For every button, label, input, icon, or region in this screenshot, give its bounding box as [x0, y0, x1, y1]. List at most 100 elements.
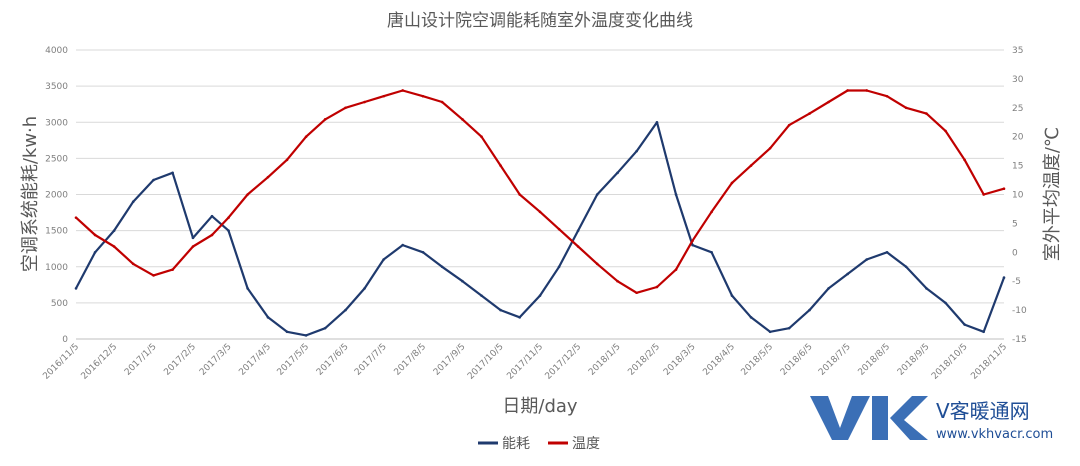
data-point-temperature — [944, 129, 947, 133]
plot-area — [74, 89, 1006, 337]
data-point-temperature — [285, 158, 289, 162]
data-point-energy — [655, 120, 659, 124]
data-point-energy — [538, 294, 542, 297]
data-point-temperature — [401, 89, 405, 92]
left-y-tick: 1500 — [45, 227, 68, 237]
data-point-energy — [382, 258, 385, 261]
data-point-energy — [576, 229, 580, 232]
x-tick: 2017/11/5 — [505, 342, 545, 382]
left-y-tick: 500 — [51, 299, 68, 309]
data-point-temperature — [382, 94, 385, 98]
watermark-brand: V客暖通网 — [936, 399, 1030, 423]
data-point-temperature — [749, 164, 753, 167]
series-line-temperature — [75, 89, 1005, 294]
data-point-temperature — [421, 94, 425, 98]
x-tick: 2018/5/5 — [740, 342, 776, 378]
data-point-temperature — [982, 193, 985, 196]
x-axis-label: 日期/day — [502, 396, 578, 417]
data-point-temperature — [499, 164, 502, 167]
data-point-temperature — [440, 100, 444, 104]
x-tick: 2017/4/5 — [237, 342, 273, 378]
right-y-tick: 35 — [1012, 46, 1023, 56]
data-point-energy — [827, 287, 830, 290]
data-point-energy — [93, 251, 97, 254]
x-tick: 2018/1/5 — [587, 342, 623, 378]
right-y-tick: 0 — [1012, 248, 1018, 258]
data-point-energy — [635, 149, 638, 153]
x-tick: 2017/5/5 — [276, 342, 312, 378]
data-point-temperature — [74, 216, 78, 219]
grid — [76, 49, 1004, 340]
data-point-energy — [363, 287, 366, 290]
data-point-energy — [480, 294, 483, 297]
data-point-energy — [131, 200, 135, 204]
data-point-energy — [74, 287, 78, 290]
right-y-tick: -10 — [1012, 306, 1027, 316]
left-y-tick: 2500 — [45, 154, 68, 164]
x-tick: 2018/8/5 — [857, 342, 893, 378]
data-point-temperature — [210, 233, 214, 237]
data-point-energy — [710, 251, 713, 254]
data-point-energy — [963, 323, 966, 326]
data-point-temperature — [674, 268, 678, 271]
data-point-energy — [112, 229, 116, 232]
data-point-temperature — [538, 210, 542, 214]
x-tick: 2018/4/5 — [701, 342, 737, 378]
data-point-temperature — [557, 227, 561, 231]
data-point-energy — [518, 316, 521, 319]
data-point-temperature — [93, 233, 97, 237]
x-tick: 2017/9/5 — [432, 342, 468, 378]
data-point-temperature — [865, 89, 869, 92]
data-point-energy — [865, 258, 869, 261]
data-point-energy — [1002, 276, 1006, 279]
right-y-tick: 25 — [1012, 104, 1023, 114]
data-point-energy — [674, 193, 678, 196]
legend: 能耗 温度 — [478, 436, 600, 452]
data-point-temperature — [266, 175, 270, 179]
data-point-energy — [210, 214, 214, 218]
data-point-temperature — [635, 291, 638, 295]
x-tick: 2016/11/5 — [41, 342, 81, 382]
data-point-temperature — [827, 100, 830, 104]
data-point-temperature — [963, 158, 966, 162]
data-point-energy — [304, 334, 308, 337]
left-y-axis-label: 空调系统能耗/kw·h — [20, 116, 41, 272]
left-y-tick: 0 — [62, 335, 68, 345]
data-point-temperature — [691, 239, 694, 243]
data-point-temperature — [787, 123, 791, 127]
vk-logo — [810, 396, 928, 440]
data-point-energy — [616, 171, 619, 175]
left-y-tick: 1000 — [45, 263, 68, 273]
data-point-energy — [171, 171, 174, 175]
data-point-temperature — [191, 245, 195, 248]
data-point-energy — [691, 243, 694, 247]
x-tick: 2018/3/5 — [662, 342, 698, 378]
right-y-tick: 20 — [1012, 133, 1024, 143]
data-point-energy — [846, 272, 849, 276]
data-point-energy — [285, 330, 289, 334]
left-y-axis: 0 500 1000 1500 2000 2500 3000 3500 4000 — [45, 46, 68, 345]
left-y-tick: 2000 — [45, 191, 68, 201]
data-point-energy — [266, 316, 270, 319]
data-point-temperature — [131, 262, 135, 266]
data-point-energy — [749, 316, 753, 319]
x-tick: 2017/12/5 — [544, 342, 584, 382]
x-tick: 2017/1/5 — [123, 342, 159, 378]
x-tick: 2017/6/5 — [315, 342, 351, 378]
data-point-temperature — [768, 146, 772, 150]
data-point-energy — [246, 287, 249, 290]
watermark: V客暖通网 www.vkhvacr.com — [810, 396, 1053, 442]
right-y-tick: -15 — [1012, 335, 1027, 345]
data-point-energy — [323, 326, 327, 330]
data-point-temperature — [846, 89, 849, 92]
data-point-energy — [401, 243, 405, 247]
data-point-temperature — [461, 118, 464, 121]
data-point-energy — [227, 229, 230, 232]
data-point-temperature — [344, 106, 347, 110]
data-point-energy — [595, 193, 599, 196]
data-point-temperature — [518, 193, 521, 196]
data-point-temperature — [246, 193, 249, 196]
data-point-temperature — [616, 279, 619, 283]
right-y-tick: -5 — [1012, 277, 1021, 287]
